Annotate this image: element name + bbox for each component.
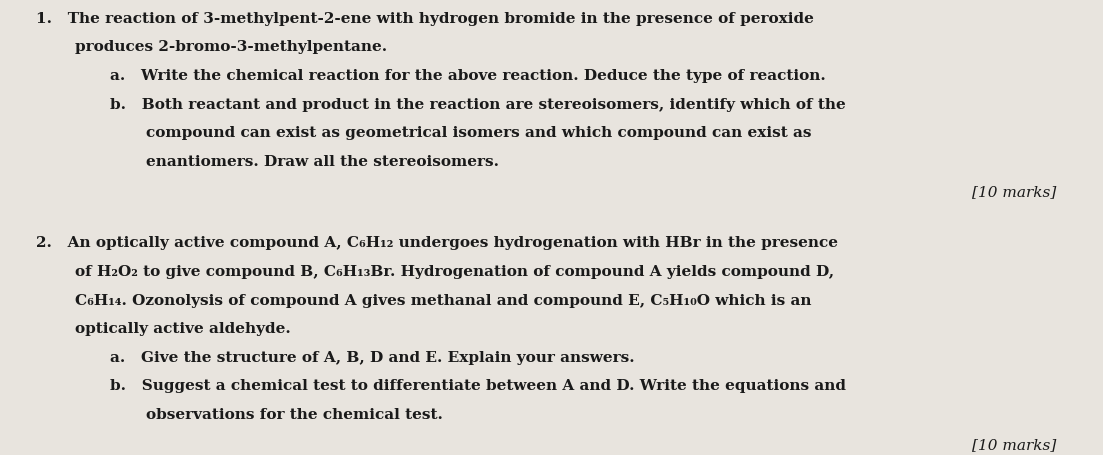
Text: of H₂O₂ to give compound B, C₆H₁₃Br. Hydrogenation of compound A yields compound: of H₂O₂ to give compound B, C₆H₁₃Br. Hyd…	[75, 264, 834, 278]
Text: enantiomers. Draw all the stereoisomers.: enantiomers. Draw all the stereoisomers.	[146, 154, 499, 168]
Text: b.   Suggest a chemical test to differentiate between A and D. Write the equatio: b. Suggest a chemical test to differenti…	[110, 379, 846, 393]
Text: compound can exist as geometrical isomers and which compound can exist as: compound can exist as geometrical isomer…	[146, 126, 811, 140]
Text: C₆H₁₄. Ozonolysis of compound A gives methanal and compound E, C₅H₁₀O which is a: C₆H₁₄. Ozonolysis of compound A gives me…	[75, 293, 812, 307]
Text: [10 marks]: [10 marks]	[973, 185, 1057, 199]
Text: 1.   The reaction of 3-methylpent-2-ene with hydrogen bromide in the presence of: 1. The reaction of 3-methylpent-2-ene wi…	[36, 12, 814, 26]
Text: a.   Write the chemical reaction for the above reaction. Deduce the type of reac: a. Write the chemical reaction for the a…	[110, 69, 826, 83]
Text: optically active aldehyde.: optically active aldehyde.	[75, 321, 291, 335]
Text: 2.   An optically active compound A, C₆H₁₂ undergoes hydrogenation with HBr in t: 2. An optically active compound A, C₆H₁₂…	[36, 236, 838, 250]
Text: observations for the chemical test.: observations for the chemical test.	[146, 407, 442, 421]
Text: produces 2-bromo-3-methylpentane.: produces 2-bromo-3-methylpentane.	[75, 40, 387, 54]
Text: b.   Both reactant and product in the reaction are stereoisomers, identify which: b. Both reactant and product in the reac…	[110, 97, 846, 111]
Text: a.   Give the structure of A, B, D and E. Explain your answers.: a. Give the structure of A, B, D and E. …	[110, 350, 635, 364]
Text: [10 marks]: [10 marks]	[973, 437, 1057, 451]
